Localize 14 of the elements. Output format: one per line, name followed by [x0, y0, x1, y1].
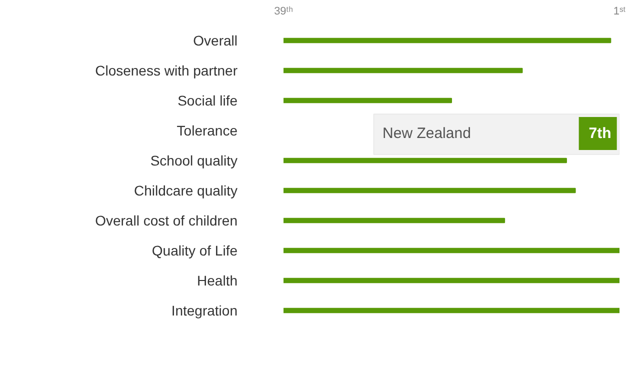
y-tick-label: Health [197, 272, 238, 288]
y-tick-label: Quality of Life [152, 242, 238, 258]
annotation: 7th [588, 125, 612, 142]
y-tick-label: Overall cost of children [95, 212, 238, 228]
y-tick-label: Childcare quality [134, 182, 238, 198]
x-tick-label: 39ᵗʰ [274, 6, 293, 18]
y-tick-label: Closeness with partner [95, 62, 238, 78]
x-tick-label: 1ˢᵗ [613, 6, 626, 18]
annotation: New Zealand [382, 125, 471, 142]
y-tick-label: Tolerance [176, 122, 238, 138]
y-tick-label: Integration [171, 302, 238, 318]
y-tick-label: Social life [178, 92, 238, 108]
y-tick-label: Overall [193, 32, 238, 48]
y-tick-label: School quality [150, 152, 238, 168]
